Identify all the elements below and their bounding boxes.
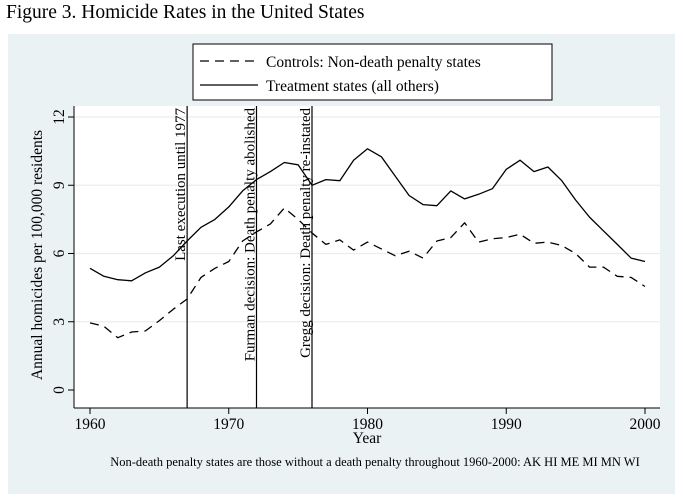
y-tick-label: 3 (51, 318, 68, 326)
x-tick-label: 1990 (491, 416, 522, 433)
y-axis-title: Annual homicides per 100,000 residents (29, 130, 46, 380)
plot-area (74, 106, 660, 408)
axes: 0 3 6 9 12 1960 1970 1980 1990 2000 (51, 106, 661, 433)
y-tick-label: 0 (51, 386, 68, 394)
legend-label-treatment: Treatment states (all others) (266, 78, 439, 95)
y-tick-label: 12 (51, 109, 68, 125)
series-layer (89, 148, 646, 339)
legend: Controls: Non-death penalty states Treat… (192, 43, 553, 101)
x-tick-label: 1970 (213, 416, 244, 433)
y-tick-label: 6 (51, 249, 68, 257)
x-tick-label: 1980 (352, 416, 383, 433)
series-line-treatment (89, 148, 646, 282)
event-markers: Last execution until 1977 Furman decision… (173, 106, 314, 408)
legend-label-controls: Controls: Non-death penalty states (266, 54, 481, 71)
event-label: Furman decision: Death penalty abolished (243, 108, 259, 362)
figure-title: Figure 3. Homicide Rates in the United S… (6, 2, 365, 23)
x-tick-label: 1960 (75, 416, 106, 433)
series-line-controls (89, 207, 646, 339)
y-tick-label: 9 (51, 181, 68, 189)
footnote: Non-death penalty states are those witho… (110, 455, 640, 469)
x-axis-title: Year (353, 430, 382, 447)
grid-layer (74, 116, 660, 323)
x-tick-label: 2000 (630, 416, 661, 433)
event-label: Last execution until 1977 (173, 108, 189, 261)
legend-box (192, 43, 553, 101)
